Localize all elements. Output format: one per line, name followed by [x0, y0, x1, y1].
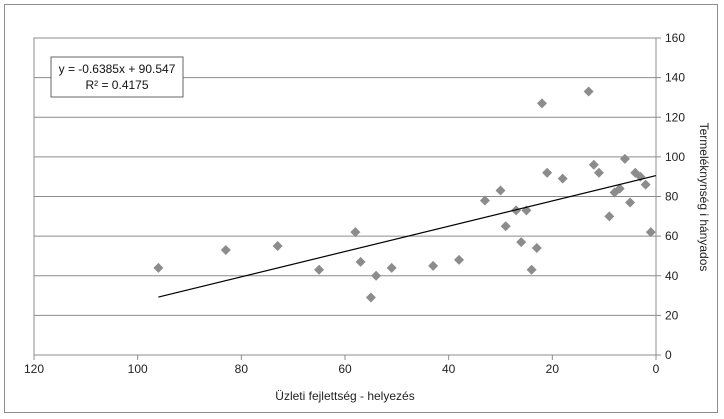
data-point — [593, 167, 604, 178]
y-tick-label: 100 — [665, 150, 685, 164]
data-point — [428, 260, 439, 271]
data-point — [371, 270, 382, 281]
data-point — [365, 292, 376, 303]
y-axis-title: Termeléknynség i hányados — [697, 123, 711, 272]
x-tick-label: 60 — [338, 362, 352, 376]
data-point — [272, 241, 283, 252]
data-point — [386, 262, 397, 273]
trendline-equation: y = -0.6385x + 90.547 — [59, 62, 176, 76]
data-point — [350, 227, 361, 238]
y-tick-label: 120 — [665, 110, 685, 124]
data-point — [625, 197, 636, 208]
data-point — [516, 237, 527, 248]
data-point — [536, 98, 547, 109]
data-point — [583, 86, 594, 97]
data-point — [614, 183, 625, 194]
y-tick-label: 60 — [665, 229, 679, 243]
x-tick-label: 40 — [442, 362, 456, 376]
data-point — [640, 179, 651, 190]
y-tick-label: 20 — [665, 308, 679, 322]
x-tick-label: 120 — [24, 362, 44, 376]
y-axis: 0 20 40 60 80 100 120 140 160 — [656, 31, 685, 362]
data-point — [355, 256, 366, 267]
data-point — [220, 244, 231, 255]
x-axis: 120 100 80 60 40 20 0 — [24, 355, 660, 376]
data-point — [314, 264, 325, 275]
data-point — [542, 167, 553, 178]
data-point — [557, 173, 568, 184]
data-point — [531, 243, 542, 254]
equation-box-frame — [50, 56, 184, 98]
data-point — [479, 195, 490, 206]
y-tick-label: 140 — [665, 71, 685, 85]
trendline-r-squared: R² = 0.4175 — [85, 78, 148, 92]
data-point — [619, 153, 630, 164]
y-tick-label: 160 — [665, 31, 685, 45]
data-point — [604, 211, 615, 222]
x-tick-label: 0 — [653, 362, 660, 376]
data-point — [526, 264, 537, 275]
x-tick-label: 20 — [546, 362, 560, 376]
data-point — [588, 159, 599, 170]
y-tick-label: 40 — [665, 269, 679, 283]
equation-box: y = -0.6385x + 90.547 R² = 0.4175 — [50, 56, 184, 98]
data-point — [500, 221, 511, 232]
data-points — [153, 86, 656, 303]
x-tick-label: 80 — [235, 362, 249, 376]
data-point — [454, 254, 465, 265]
x-axis-title: Üzleti fejlettség - helyezés — [275, 389, 414, 403]
y-tick-label: 80 — [665, 190, 679, 204]
y-tick-label: 0 — [665, 348, 672, 362]
data-point — [495, 185, 506, 196]
data-point — [645, 227, 656, 238]
trendline — [158, 175, 657, 298]
x-tick-label: 100 — [128, 362, 148, 376]
data-point — [153, 262, 164, 273]
